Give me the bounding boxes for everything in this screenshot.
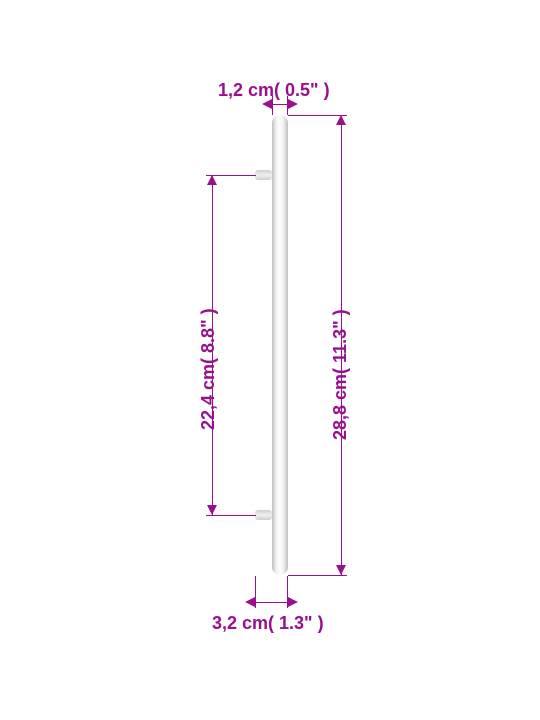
dim-label-spacing: 22,4 cm( 8.8" ) — [198, 308, 219, 430]
arrow-down-icon — [207, 505, 217, 515]
handle-bar — [272, 115, 288, 575]
arrow-up-icon — [207, 175, 217, 185]
standoff-bottom — [255, 510, 272, 520]
arrow-up-icon — [336, 115, 346, 125]
diagram-stage: 1,2 cm( 0.5" ) 22,4 cm( 8.8" ) 28,8 cm( … — [0, 0, 540, 720]
dim-label-depth: 3,2 cm( 1.3" ) — [212, 613, 324, 634]
dim-label-length: 28,8 cm( 11.3" ) — [330, 309, 351, 440]
arrow-right-icon — [288, 597, 298, 607]
ext-line — [255, 576, 256, 608]
dim-label-diameter: 1,2 cm( 0.5" ) — [218, 80, 330, 101]
ext-line — [206, 515, 256, 516]
dim-line — [272, 104, 288, 105]
ext-line — [288, 575, 347, 576]
arrow-left-icon — [245, 597, 255, 607]
standoff-top — [255, 170, 272, 180]
dim-line — [255, 602, 288, 603]
arrow-down-icon — [336, 565, 346, 575]
